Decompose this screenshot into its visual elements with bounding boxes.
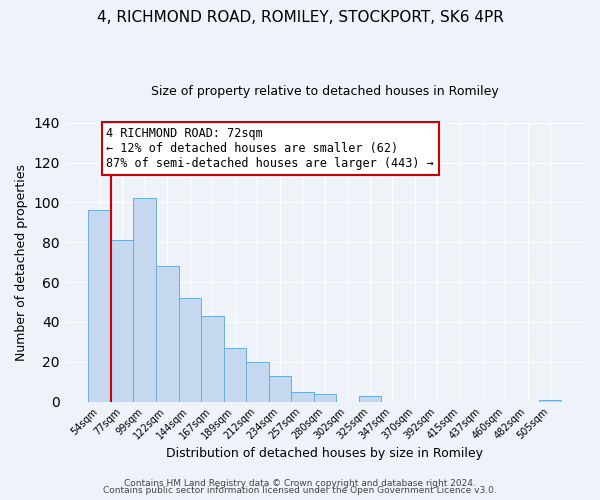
Text: Contains public sector information licensed under the Open Government Licence v3: Contains public sector information licen… bbox=[103, 486, 497, 495]
Bar bbox=[314, 394, 336, 402]
Title: Size of property relative to detached houses in Romiley: Size of property relative to detached ho… bbox=[151, 85, 499, 98]
Bar bbox=[359, 396, 381, 402]
Bar bbox=[539, 400, 562, 402]
Bar bbox=[133, 198, 156, 402]
Bar bbox=[224, 348, 246, 402]
Bar bbox=[201, 316, 224, 402]
Text: 4 RICHMOND ROAD: 72sqm
← 12% of detached houses are smaller (62)
87% of semi-det: 4 RICHMOND ROAD: 72sqm ← 12% of detached… bbox=[106, 127, 434, 170]
Bar bbox=[179, 298, 201, 402]
X-axis label: Distribution of detached houses by size in Romiley: Distribution of detached houses by size … bbox=[166, 447, 484, 460]
Bar bbox=[88, 210, 111, 402]
Text: Contains HM Land Registry data © Crown copyright and database right 2024.: Contains HM Land Registry data © Crown c… bbox=[124, 478, 476, 488]
Bar bbox=[156, 266, 179, 402]
Bar bbox=[111, 240, 133, 402]
Text: 4, RICHMOND ROAD, ROMILEY, STOCKPORT, SK6 4PR: 4, RICHMOND ROAD, ROMILEY, STOCKPORT, SK… bbox=[97, 10, 503, 25]
Bar bbox=[269, 376, 291, 402]
Bar bbox=[246, 362, 269, 402]
Y-axis label: Number of detached properties: Number of detached properties bbox=[15, 164, 28, 360]
Bar bbox=[291, 392, 314, 402]
